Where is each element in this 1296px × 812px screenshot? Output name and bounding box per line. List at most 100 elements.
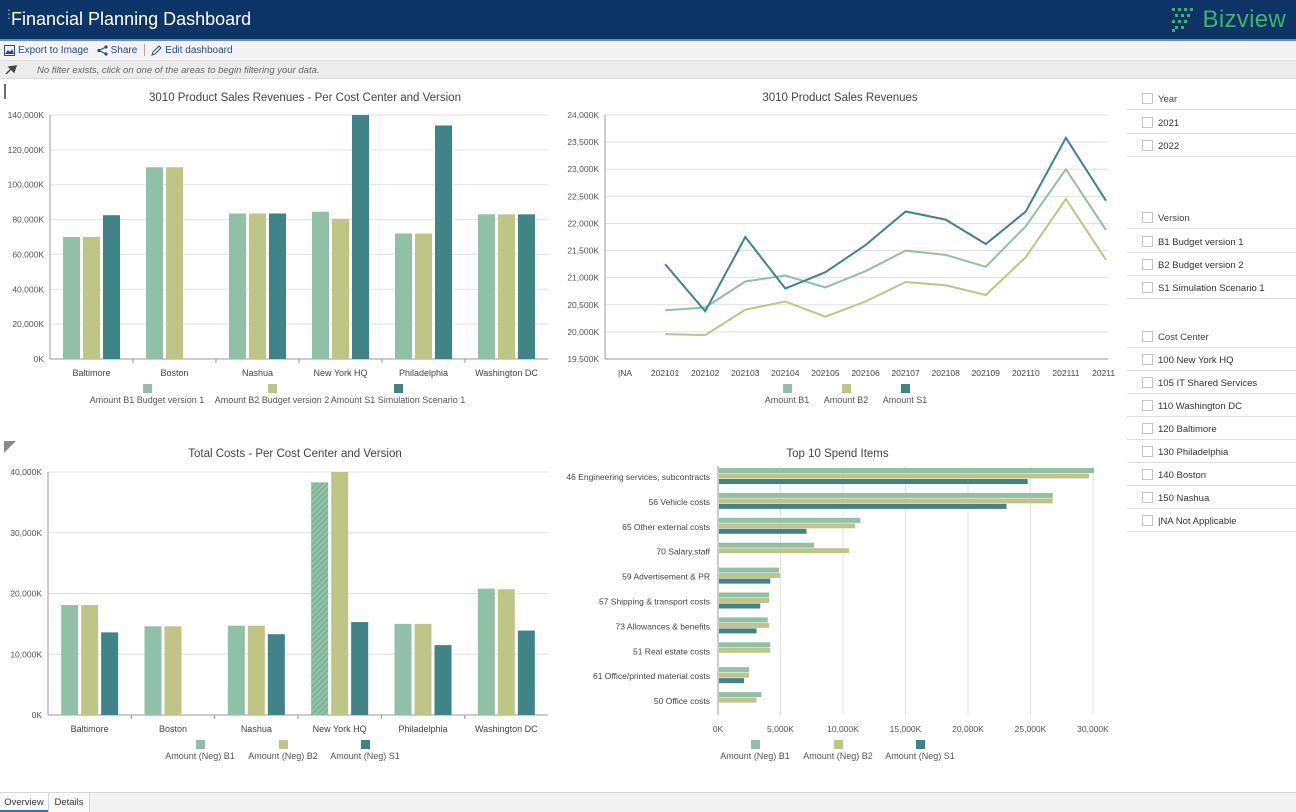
toolbar-divider [144,44,146,56]
filter-option-140[interactable]: 140 Boston [1127,464,1296,486]
bar [332,218,349,359]
bar [719,492,1053,498]
filter-option-b1[interactable]: B1 Budget version 1 [1127,231,1296,253]
bar [719,528,807,534]
checkbox[interactable] [1142,236,1153,247]
filter-option-2022[interactable]: 2022 [1127,135,1296,157]
checkbox[interactable] [1142,282,1153,293]
checkbox[interactable] [1142,423,1153,434]
checkbox[interactable] [1142,331,1153,342]
bar [83,237,100,359]
legend-label: Amount (Neg) B2 [803,751,873,761]
legend-swatch [394,384,403,393]
x-tick-label: 0K [713,724,724,734]
bar [719,548,849,554]
filter-pin-icon[interactable] [4,64,18,76]
filter-option-100[interactable]: 100 New York HQ [1127,349,1296,371]
legend-swatch [842,384,851,393]
checkbox[interactable] [1142,515,1153,526]
chart-sales-revenues-line[interactable]: 19,500K 20,000K 20,500K 21,000K 21,500K 22,00… [560,105,1115,425]
x-tick-label: New York HQ [313,724,367,734]
checkbox[interactable] [1142,117,1153,128]
bar [719,647,771,653]
bar [719,697,757,703]
legend-swatch [143,384,152,393]
y-tick-label: 70 Salary,staff [656,547,710,557]
filter-option-b2[interactable]: B2 Budget version 2 [1127,254,1296,276]
checkbox[interactable] [1142,377,1153,388]
filter-version-header[interactable]: Version [1127,207,1296,229]
bar [719,473,1089,479]
filter-year-header[interactable]: Year [1127,88,1296,110]
y-tick-label: 40,000K [12,284,44,294]
panel-corner-marker[interactable] [4,441,16,453]
legend-label: Amount B2 Budget version 2 [215,395,330,405]
tab-overview[interactable]: Overview [0,793,48,812]
legend-label: Amount S1 [883,395,928,405]
bar [719,622,769,628]
chart-top-10-spend-items[interactable]: 0K 5,000K 10,000K 15,000K 20,000K 25,000K 30,0… [560,460,1120,785]
bar [434,645,452,715]
filter-option-130[interactable]: 130 Philadelphia [1127,441,1296,463]
bar [719,523,856,529]
bar [394,623,412,715]
tab-details[interactable]: Details [48,793,90,812]
filter-option-s1[interactable]: S1 Simulation Scenario 1 [1127,277,1296,299]
legend-swatch [783,384,792,393]
bar [719,517,861,523]
checkbox[interactable] [1142,259,1153,270]
bar [719,667,749,673]
checkbox[interactable] [1142,212,1153,223]
bar [229,213,246,359]
filter-option-2021[interactable]: 2021 [1127,112,1296,134]
x-tick-label: Boston [160,368,188,378]
bar [311,482,329,715]
x-tick-label: 202112 [1092,368,1115,378]
menu-grip-icon[interactable]: ⋮ [3,7,15,21]
y-tick-label: 0K [32,710,43,720]
y-tick-label: 57 Shipping & transport costs [599,597,710,607]
filter-sidebar: Year 2021 2022 Version B1 Budget version… [1125,82,1296,792]
edit-dashboard-button[interactable]: Edit dashboard [151,45,233,56]
x-tick-label: Washington DC [475,724,538,734]
series-line [664,135,1107,314]
y-tick-label: 20,000K [12,319,44,329]
filter-cost-center-header[interactable]: Cost Center [1127,326,1296,348]
x-tick-label: 202104 [771,368,800,378]
bar [719,542,814,548]
x-tick-label: 202103 [731,368,760,378]
filter-option-na[interactable]: |NA Not Applicable [1127,510,1296,532]
export-to-image-button[interactable]: Export to Image [4,44,89,56]
y-tick-label: 40,000K [10,467,42,477]
checkbox[interactable] [1142,354,1153,365]
y-tick-label: 61 Office/printed material costs [593,671,710,681]
bar [249,213,266,359]
y-tick-label: 22,000K [567,218,599,228]
x-tick-label: Washington DC [475,368,538,378]
checkbox[interactable] [1142,93,1153,104]
legend-label: Amount (Neg) B1 [720,751,790,761]
y-tick-label: 80,000K [12,215,44,225]
y-tick-label: 22,500K [567,191,599,201]
y-tick-label: 20,500K [567,300,599,310]
x-tick-label: 202110 [1012,368,1040,378]
checkbox[interactable] [1142,140,1153,151]
bar [719,678,744,684]
x-tick-label: Philadelphia [399,368,448,378]
filter-option-105[interactable]: 105 IT Shared Services [1127,372,1296,394]
checkbox[interactable] [1142,446,1153,457]
share-button[interactable]: Share [96,45,137,56]
filter-option-120[interactable]: 120 Baltimore [1127,418,1296,440]
image-icon [4,44,15,56]
bar [719,628,757,634]
bar [719,503,1007,509]
chart-total-costs-per-cost-center[interactable]: 0K 10,000K 20,000K 30,000K 40,000K Baltimore B… [0,460,560,785]
filter-option-150[interactable]: 150 Nashua [1127,487,1296,509]
chart-sales-per-cost-center[interactable]: 0K 20,000K 40,000K 60,000K 80,000K 100,000K 12… [0,105,560,425]
checkbox[interactable] [1142,400,1153,411]
checkbox[interactable] [1142,469,1153,480]
checkbox[interactable] [1142,492,1153,503]
panel-handle[interactable] [4,84,6,99]
filter-option-110[interactable]: 110 Washington DC [1127,395,1296,417]
y-tick-label: 50 Office costs [654,696,710,706]
